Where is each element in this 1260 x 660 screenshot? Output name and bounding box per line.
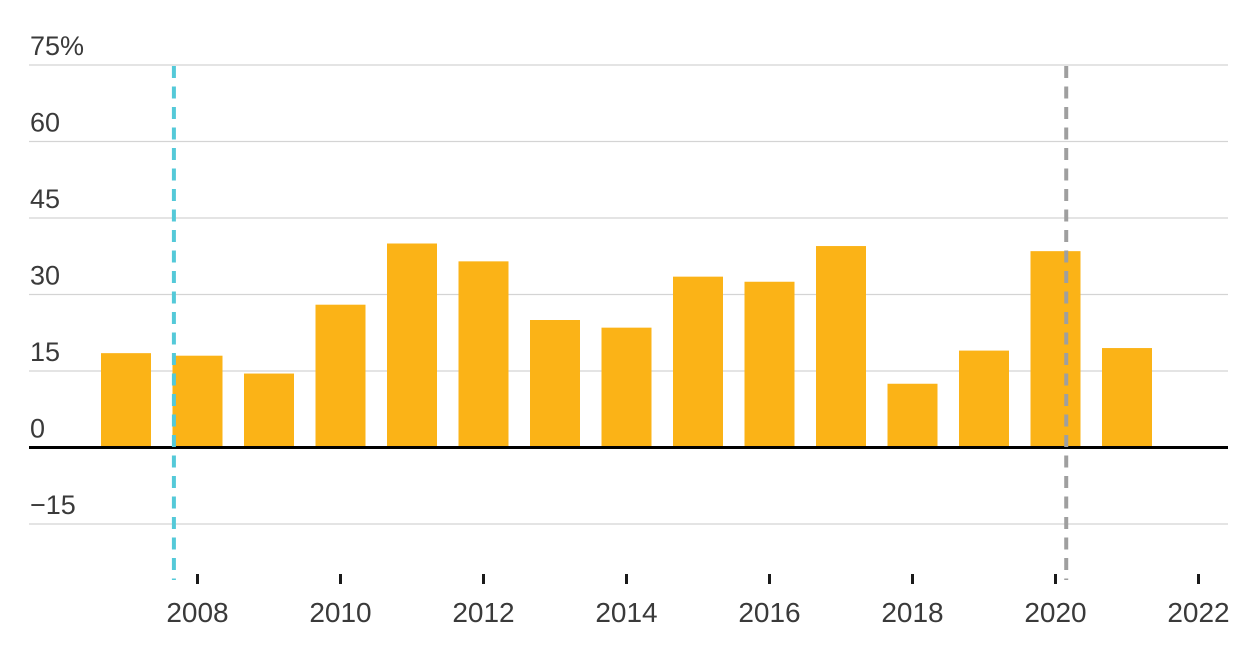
y-axis-label-60: 60 (30, 108, 60, 138)
bar-2020 (1030, 251, 1081, 448)
x-axis-label-2022: 2022 (1167, 597, 1229, 628)
bar-2018 (887, 383, 938, 448)
bar-2008 (172, 355, 223, 448)
x-axis-label-2020: 2020 (1024, 597, 1086, 628)
bar-2021 (1102, 348, 1152, 448)
bar-2014 (601, 327, 652, 448)
y-axis-label-0: 0 (30, 414, 45, 444)
bar-2013 (530, 320, 580, 448)
x-axis-label-2012: 2012 (452, 597, 514, 628)
bar-2012 (458, 261, 509, 448)
bar-2019 (959, 350, 1009, 448)
x-axis-label-2018: 2018 (881, 597, 943, 628)
x-axis-label-2008: 2008 (166, 597, 228, 628)
x-axis-label-2014: 2014 (595, 597, 657, 628)
x-axis-label-2010: 2010 (309, 597, 371, 628)
bar-2010 (315, 304, 366, 448)
x-axis-label-2016: 2016 (738, 597, 800, 628)
bar-2016 (744, 281, 795, 448)
y-axis-label-15: 15 (30, 337, 60, 367)
y-axis-label-75: 75% (30, 31, 84, 61)
y-axis-label--15: −15 (30, 490, 76, 520)
bar-2007 (101, 353, 151, 448)
bar-2015 (673, 276, 723, 448)
y-axis-label-45: 45 (30, 184, 60, 214)
y-axis-label-30: 30 (30, 261, 60, 291)
bar-2017 (816, 246, 866, 448)
bar-2011 (387, 243, 437, 448)
bar-2009 (244, 373, 294, 448)
